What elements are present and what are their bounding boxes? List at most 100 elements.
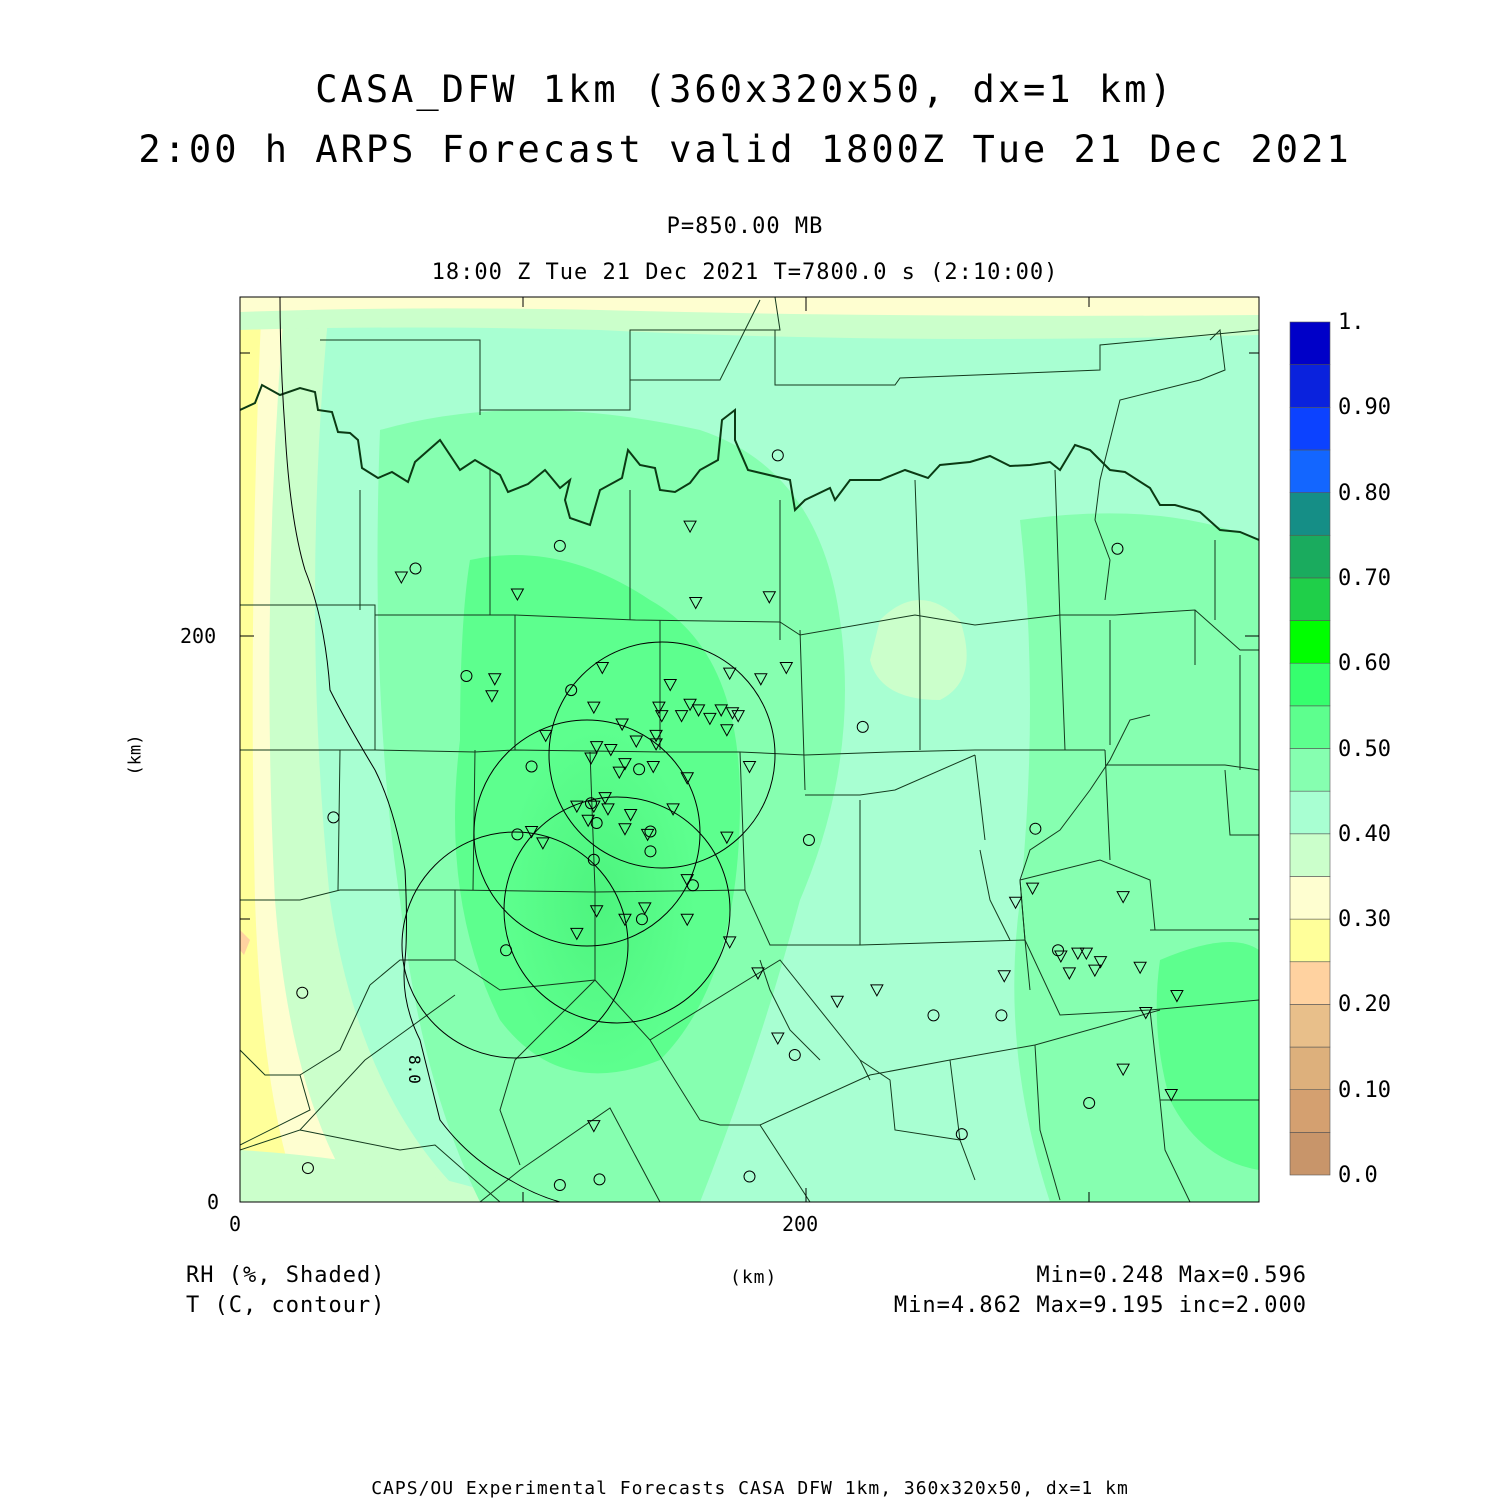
station-triangle-marker	[586, 800, 601, 814]
colorbar-label: 0.90	[1338, 395, 1391, 421]
station-triangle-marker	[1170, 990, 1184, 1003]
colorbar-swatch	[1289, 876, 1331, 920]
station-triangle-marker	[618, 823, 632, 836]
station-circle-marker	[584, 797, 597, 810]
station-triangle-marker	[663, 678, 678, 692]
station-circle-marker	[1029, 822, 1042, 835]
station-circle-marker	[788, 1048, 801, 1061]
station-circle-marker	[593, 1173, 606, 1186]
colorbar-swatch	[1289, 492, 1331, 536]
station-circle-marker	[590, 817, 603, 830]
station-triangle-marker	[1138, 1007, 1153, 1020]
station-circle-marker	[927, 1009, 940, 1022]
station-triangle-marker	[742, 760, 757, 774]
station-circle-marker	[301, 1162, 314, 1175]
colorbar-swatch	[1289, 620, 1331, 664]
station-triangle-marker	[487, 673, 502, 686]
station-triangle-marker	[618, 913, 632, 927]
station-triangle-marker	[581, 814, 596, 828]
station-circle-marker	[553, 539, 566, 552]
station-triangle-marker	[666, 803, 680, 816]
station-circle-marker	[1111, 542, 1124, 555]
station-triangle-marker	[569, 800, 584, 814]
station-triangle-marker	[1054, 950, 1068, 963]
colorbar	[1289, 321, 1331, 1176]
colorbar-label: 0.40	[1338, 821, 1391, 847]
colorbar-label: 0.70	[1338, 565, 1391, 591]
station-triangle-marker	[652, 701, 666, 715]
station-triangle-marker	[1093, 956, 1108, 969]
colorbar-swatch	[1289, 833, 1331, 877]
station-circle-marker	[500, 944, 513, 957]
station-circle-marker	[327, 811, 340, 824]
station-triangle-marker	[629, 735, 644, 749]
colorbar-swatch	[1289, 1046, 1331, 1091]
station-triangle-marker	[623, 809, 638, 822]
station-triangle-marker	[586, 701, 601, 715]
station-triangle-marker	[569, 927, 584, 941]
shaded-min-max: Min=0.248 Max=0.596	[1036, 1263, 1307, 1288]
station-triangle-marker	[584, 752, 598, 766]
radar-rings	[401, 641, 776, 1059]
colorbar-swatch	[1289, 449, 1331, 493]
station-circle-marker	[633, 763, 646, 776]
colorbar-label: 0.0	[1338, 1163, 1378, 1188]
colorbar-swatch	[1289, 918, 1331, 963]
station-circle-marker	[1083, 1097, 1096, 1110]
y-axis-unit: (km)	[125, 734, 146, 776]
colorbar-swatch	[1289, 534, 1331, 579]
station-circle-marker	[955, 1128, 968, 1141]
station-triangle-marker	[680, 913, 695, 927]
station-triangle-marker	[538, 729, 553, 743]
colorbar-swatch	[1289, 961, 1331, 1005]
station-triangle-marker	[589, 905, 604, 918]
station-triangle-marker	[762, 591, 777, 604]
contour-field-legend: T (C, contour)	[186, 1293, 386, 1318]
station-markers	[296, 449, 1184, 1192]
station-triangle-marker	[722, 936, 737, 949]
station-triangle-marker	[1008, 896, 1023, 910]
station-triangle-marker	[688, 596, 703, 610]
station-triangle-marker	[646, 760, 661, 774]
station-circle-marker	[511, 828, 524, 841]
station-triangle-marker	[1133, 961, 1147, 975]
colorbar-swatch	[1289, 321, 1331, 365]
station-circle-marker	[802, 834, 815, 846]
station-triangle-marker	[618, 758, 632, 771]
station-triangle-marker	[589, 741, 604, 754]
plot-frame	[239, 296, 1260, 1203]
y-tick-0: 0	[207, 1190, 220, 1214]
station-circle-marker	[565, 684, 578, 697]
colorbar-swatch	[1289, 1004, 1331, 1048]
station-triangle-marker	[674, 710, 689, 723]
station-circle-marker	[644, 825, 657, 838]
colorbar-label: 1.	[1338, 310, 1365, 335]
station-triangle-marker	[830, 995, 845, 1009]
station-circle-marker	[296, 986, 309, 999]
station-triangle-marker	[751, 967, 765, 980]
station-triangle-marker	[649, 738, 663, 751]
station-triangle-marker	[1070, 947, 1085, 961]
station-triangle-marker	[720, 724, 734, 737]
footer-credit: CAPS/OU Experimental Forecasts CASA DFW …	[371, 1478, 1129, 1499]
station-triangle-marker	[779, 661, 794, 675]
colorbar-label: 0.30	[1338, 907, 1391, 933]
station-circle-marker	[587, 853, 600, 866]
station-circle-marker	[525, 760, 538, 773]
station-circle-marker	[644, 845, 657, 858]
colorbar-label: 0.60	[1338, 651, 1391, 677]
colorbar-swatch	[1289, 577, 1331, 621]
station-circle-marker	[856, 720, 869, 733]
station-triangle-marker	[603, 744, 618, 757]
station-triangle-marker	[601, 803, 615, 816]
station-triangle-marker	[1079, 947, 1094, 961]
radar-ring	[401, 831, 629, 1059]
station-triangle-marker	[1025, 882, 1040, 896]
contour-label: 8.0	[405, 1055, 424, 1084]
rivers	[759, 328, 1226, 1061]
station-circle-marker	[771, 449, 784, 462]
station-triangle-marker	[524, 826, 539, 839]
station-triangle-marker	[612, 766, 627, 780]
station-triangle-marker	[536, 837, 550, 850]
station-triangle-marker	[1087, 964, 1102, 978]
